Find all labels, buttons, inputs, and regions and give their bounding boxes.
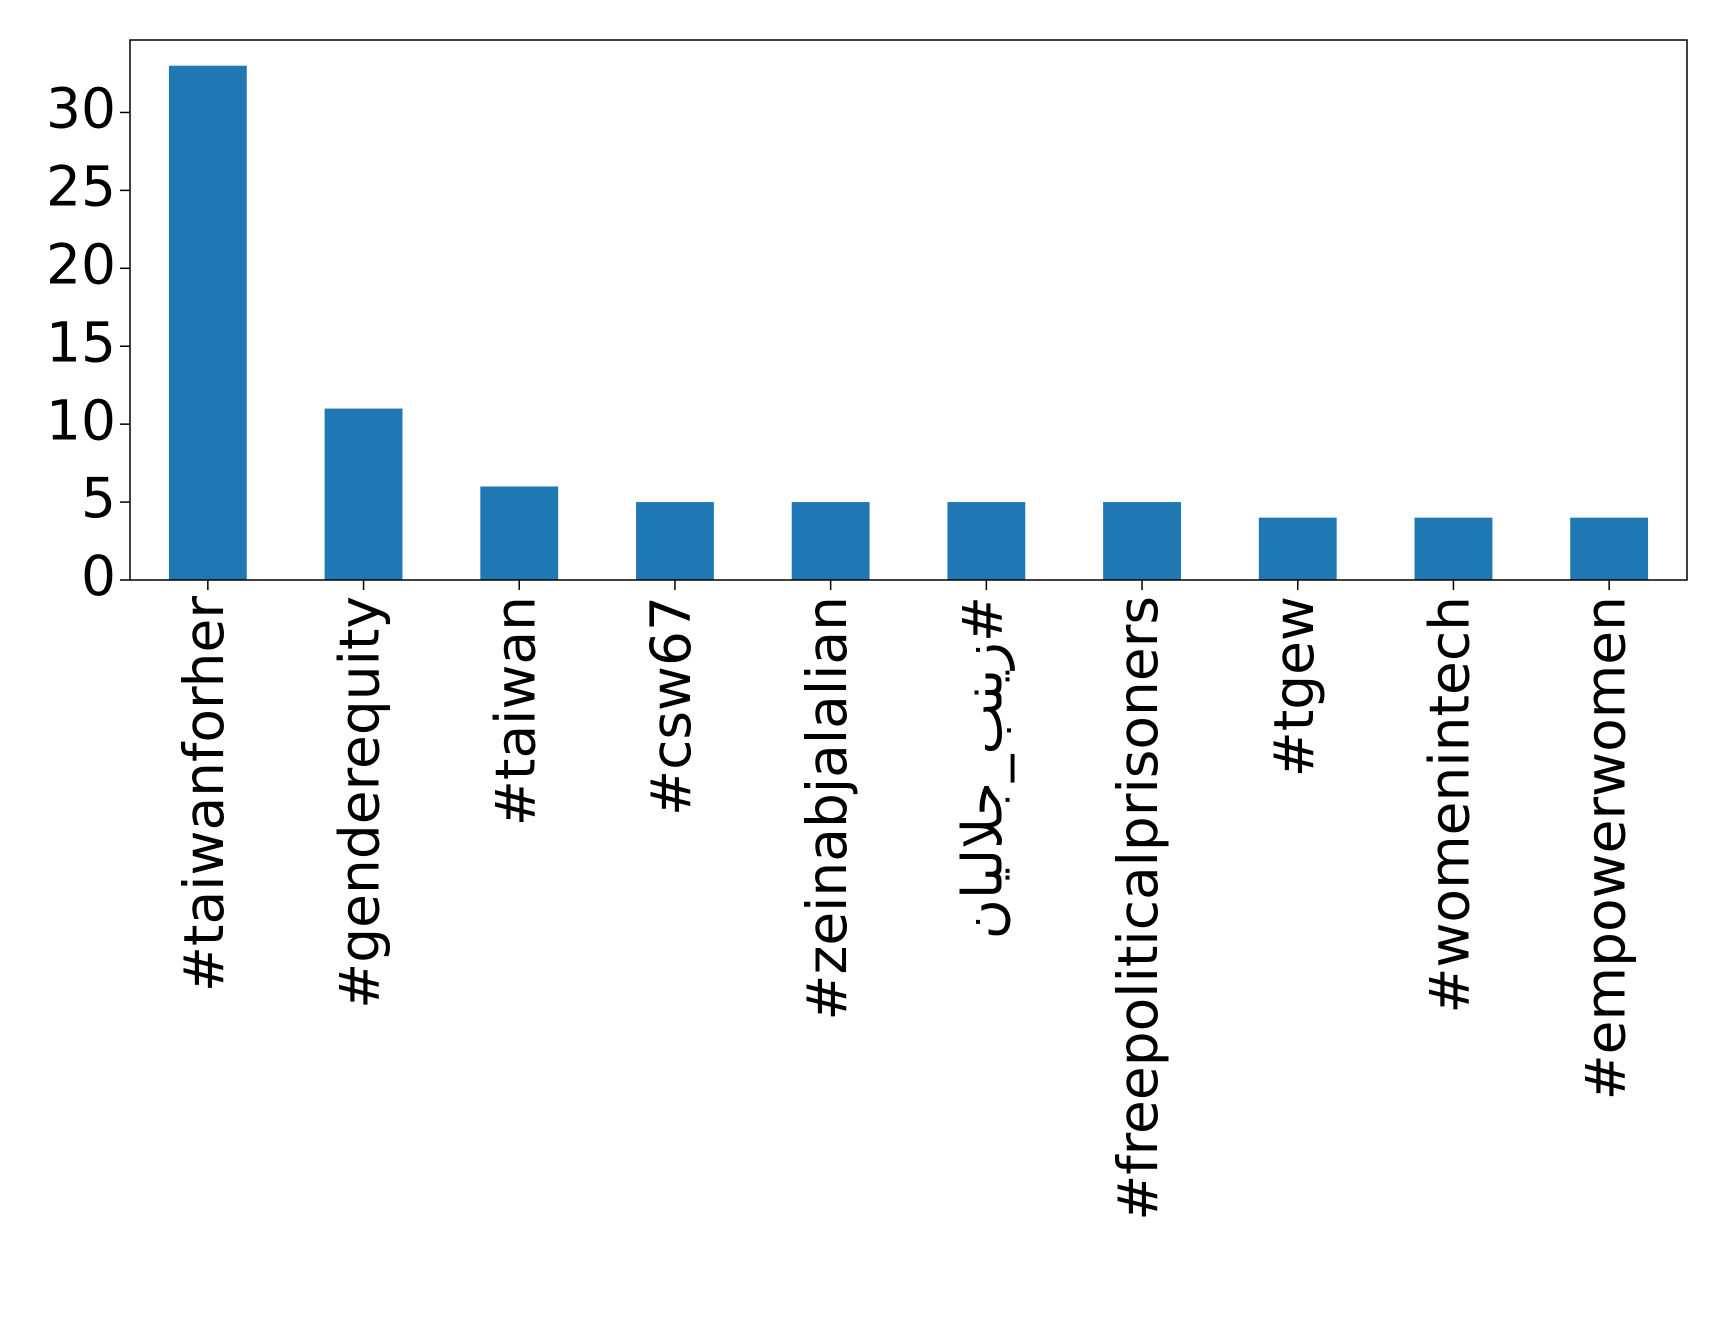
x-tick-label: #zeinabjalalian (795, 596, 859, 1021)
x-tick-label: #زینب_جلالیان (950, 596, 1014, 939)
x-tick-label: #csw67 (639, 596, 703, 816)
bar (480, 486, 559, 580)
plot-frame (129, 39, 1688, 581)
y-tick-label: 30 (46, 77, 116, 141)
bar (636, 502, 714, 580)
y-tick-label: 20 (46, 232, 116, 296)
bar (947, 502, 1026, 580)
y-tick-label: 10 (46, 388, 116, 452)
y-tick-label: 25 (46, 155, 116, 219)
y-tick-label: 15 (46, 310, 116, 374)
x-tick-label: #womenintech (1418, 596, 1482, 1014)
y-tick-label: 5 (81, 466, 116, 530)
bar (324, 408, 403, 580)
x-tick-label: #taiwanforher (172, 596, 236, 993)
x-tick-label: #freepoliticalprisoners (1106, 596, 1170, 1221)
bar (1103, 502, 1181, 580)
bar (1258, 517, 1337, 580)
bar (1570, 517, 1649, 580)
bar (168, 65, 247, 580)
y-tick-label: 0 (81, 544, 116, 608)
bar (791, 502, 870, 580)
x-tick-label: #tgew (1262, 596, 1326, 777)
x-tick-label: #genderequity (328, 596, 392, 1009)
bar (1414, 517, 1493, 580)
x-tick-label: #empowerwomen (1573, 596, 1637, 1100)
x-tick-label: #taiwan (483, 596, 547, 826)
